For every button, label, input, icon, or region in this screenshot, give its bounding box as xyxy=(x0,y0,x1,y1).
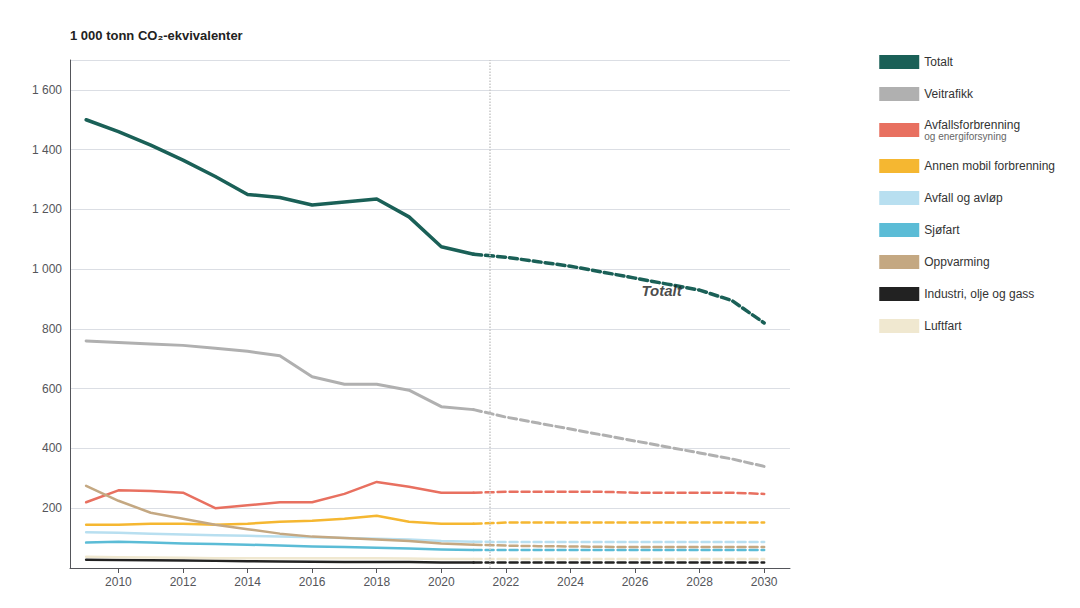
svg-text:400: 400 xyxy=(42,441,62,455)
svg-text:2026: 2026 xyxy=(622,575,649,589)
svg-text:1 200: 1 200 xyxy=(32,202,62,216)
svg-text:2024: 2024 xyxy=(557,575,584,589)
svg-text:2028: 2028 xyxy=(686,575,713,589)
svg-text:200: 200 xyxy=(42,501,62,515)
svg-text:Avfall og avløp: Avfall og avløp xyxy=(924,191,1003,205)
svg-text:2020: 2020 xyxy=(428,575,455,589)
svg-text:Annen mobil forbrenning: Annen mobil forbrenning xyxy=(924,159,1055,173)
svg-text:Luftfart: Luftfart xyxy=(924,319,962,333)
svg-text:2012: 2012 xyxy=(170,575,197,589)
svg-text:2030: 2030 xyxy=(751,575,778,589)
svg-text:2022: 2022 xyxy=(493,575,520,589)
svg-text:1 600: 1 600 xyxy=(32,83,62,97)
svg-text:600: 600 xyxy=(42,382,62,396)
svg-text:Veitrafikk: Veitrafikk xyxy=(924,87,974,101)
svg-text:2014: 2014 xyxy=(234,575,261,589)
svg-text:Avfallsforbrenning: Avfallsforbrenning xyxy=(924,118,1021,132)
svg-text:Totalt: Totalt xyxy=(924,55,953,69)
svg-text:800: 800 xyxy=(42,322,62,336)
svg-text:2016: 2016 xyxy=(299,575,326,589)
svg-text:Oppvarming: Oppvarming xyxy=(924,255,989,269)
svg-text:1 000 tonn CO₂-ekvivalenter: 1 000 tonn CO₂-ekvivalenter xyxy=(70,28,243,43)
svg-text:Totalt: Totalt xyxy=(641,282,682,299)
svg-text:1 400: 1 400 xyxy=(32,143,62,157)
svg-text:1 000: 1 000 xyxy=(32,262,62,276)
svg-text:2018: 2018 xyxy=(363,575,390,589)
svg-text:2010: 2010 xyxy=(105,575,132,589)
svg-text:Sjøfart: Sjøfart xyxy=(924,223,960,237)
svg-text:Industri, olje og gass: Industri, olje og gass xyxy=(924,287,1034,301)
svg-text:og energiforsyning: og energiforsyning xyxy=(924,131,1006,142)
